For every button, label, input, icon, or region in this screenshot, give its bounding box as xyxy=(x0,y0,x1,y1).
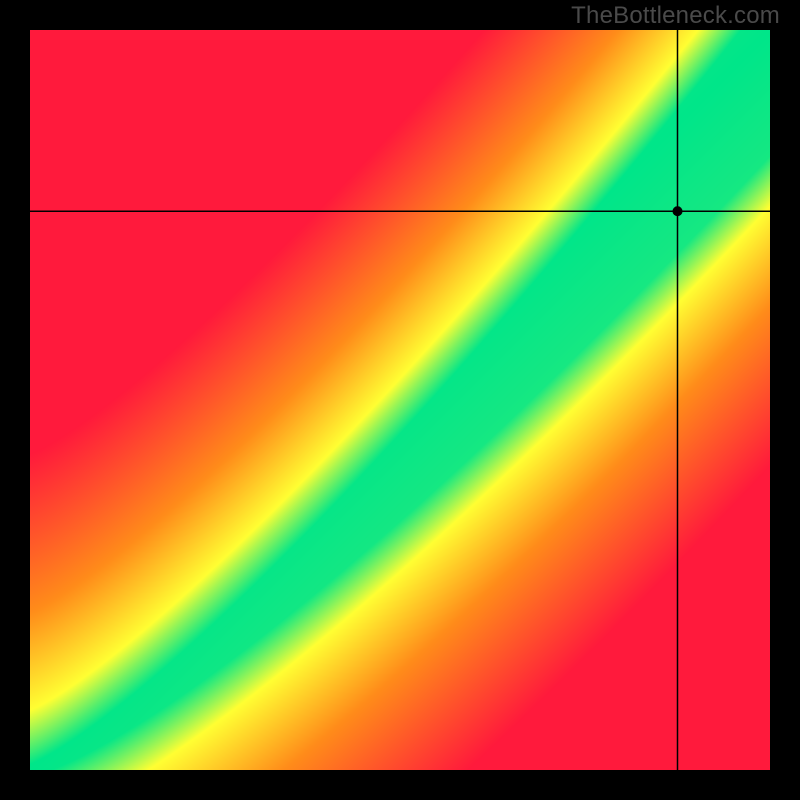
bottleneck-heatmap xyxy=(30,30,770,770)
watermark-text: TheBottleneck.com xyxy=(571,2,780,30)
heatmap-plot-area xyxy=(30,30,770,770)
chart-container: TheBottleneck.com xyxy=(0,0,800,800)
